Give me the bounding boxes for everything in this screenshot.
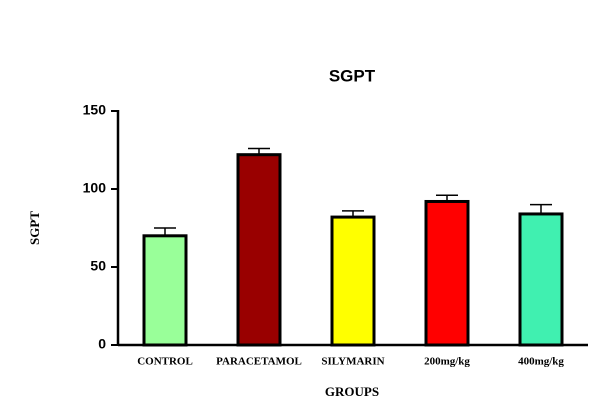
x-tick-label: 200mg/kg [424, 356, 470, 368]
y-axis-label: SGPT [27, 211, 42, 245]
chart-title: SGPT [329, 66, 376, 85]
x-tick-label: SILYMARIN [321, 356, 384, 368]
y-tick-label: 100 [83, 180, 107, 196]
bar [518, 212, 564, 347]
y-tick-label: 0 [98, 336, 106, 352]
bar [424, 199, 470, 347]
x-axis-label: GROUPS [325, 384, 379, 399]
bar [142, 234, 188, 347]
y-tick-label: 50 [90, 258, 106, 274]
bar [236, 153, 282, 347]
y-tick-label: 150 [83, 102, 107, 118]
x-tick-label: PARACETAMOL [216, 356, 302, 368]
x-tick-label: 400mg/kg [518, 356, 564, 368]
x-tick-label: CONTROL [137, 356, 193, 368]
bar [330, 215, 376, 347]
